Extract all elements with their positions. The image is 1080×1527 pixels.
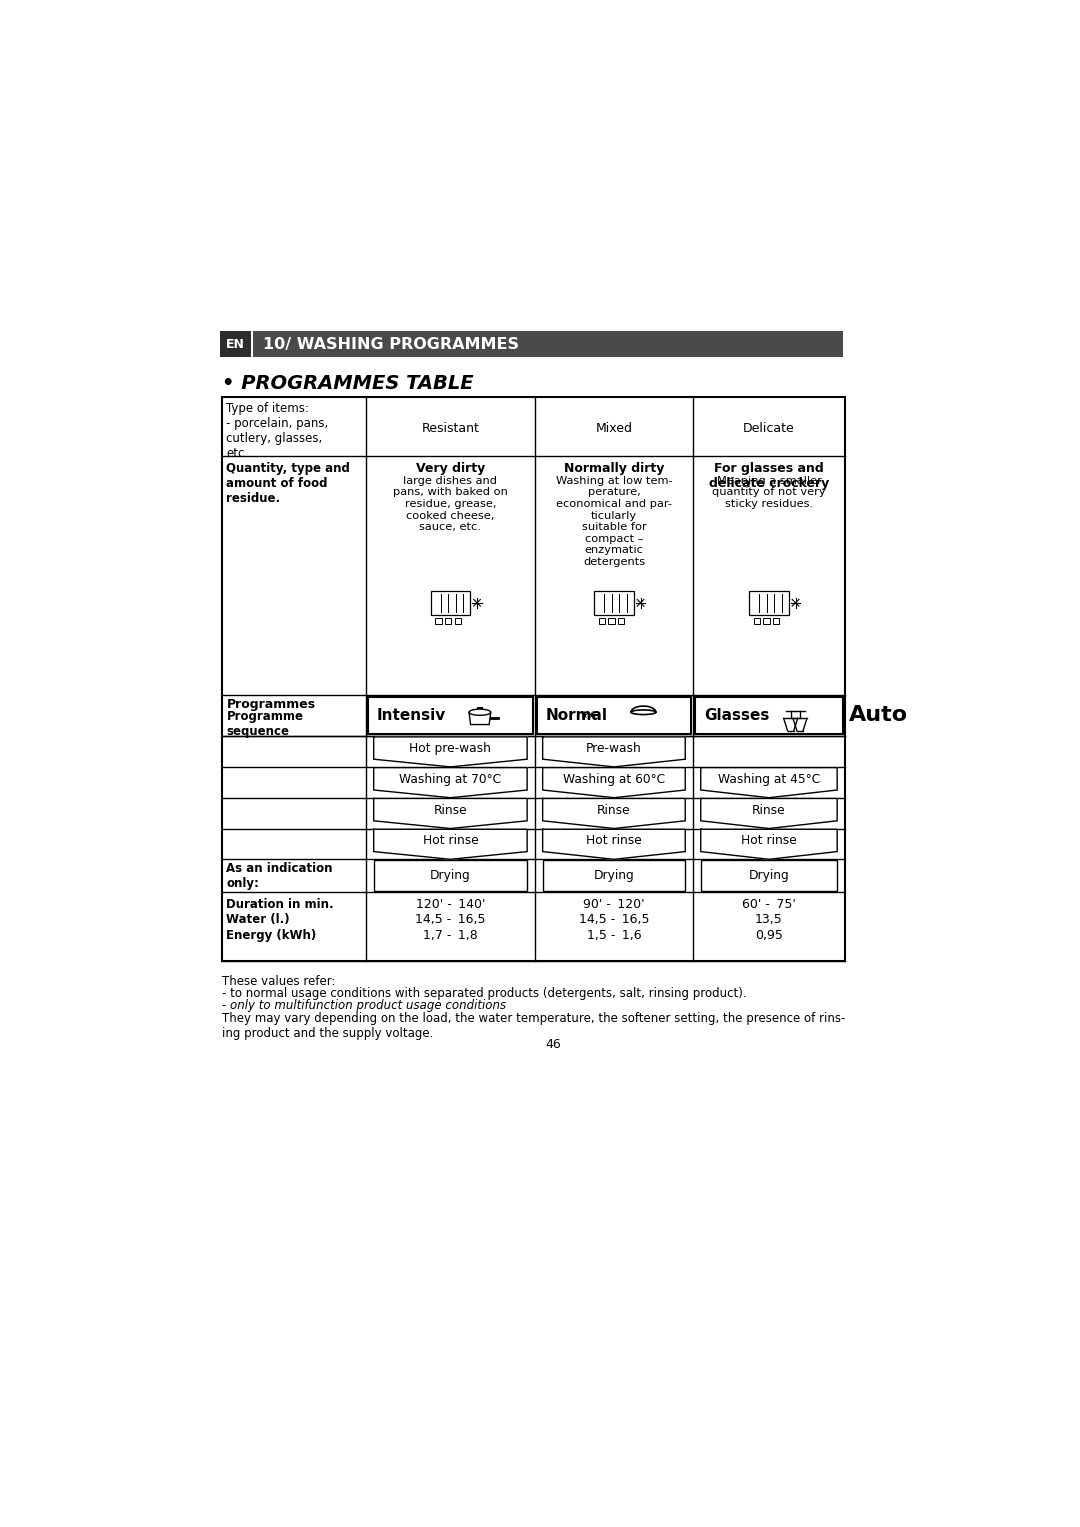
Polygon shape <box>542 829 685 860</box>
Bar <box>599 618 605 625</box>
Text: Rinse: Rinse <box>597 803 631 817</box>
Bar <box>608 618 615 625</box>
Text: Quantity, type and
amount of food
residue.: Quantity, type and amount of food residu… <box>227 463 350 505</box>
Text: Water (l.): Water (l.) <box>227 913 291 927</box>
Polygon shape <box>701 768 837 797</box>
Text: Rinse: Rinse <box>433 803 468 817</box>
Text: Programme
sequence: Programme sequence <box>227 710 303 738</box>
Bar <box>773 618 779 625</box>
Bar <box>221 397 845 960</box>
Text: large dishes and
pans, with baked on
residue, grease,
cooked cheese,
sauce, etc.: large dishes and pans, with baked on res… <box>393 476 508 533</box>
Text: Washing at 70°C: Washing at 70°C <box>400 773 501 786</box>
Text: 1,5 -  1,6: 1,5 - 1,6 <box>586 928 642 942</box>
Text: Rinse: Rinse <box>752 803 786 817</box>
Text: Intensiv: Intensiv <box>377 709 446 722</box>
Text: 0,95: 0,95 <box>755 928 783 942</box>
Text: Delicate: Delicate <box>743 421 795 435</box>
Bar <box>368 696 532 734</box>
Polygon shape <box>542 799 685 829</box>
Text: Meaning a smaller
quantity of not very
sticky residues.: Meaning a smaller quantity of not very s… <box>712 476 826 508</box>
Text: Hot rinse: Hot rinse <box>586 834 642 847</box>
Bar <box>455 618 461 625</box>
Polygon shape <box>374 738 527 767</box>
Text: As an indication
only:: As an indication only: <box>227 863 333 890</box>
Text: Normal: Normal <box>545 709 608 722</box>
Polygon shape <box>701 799 837 829</box>
Polygon shape <box>701 829 837 860</box>
Text: Washing at 60°C: Washing at 60°C <box>563 773 665 786</box>
Text: Energy (kWh): Energy (kWh) <box>227 928 316 942</box>
Text: Drying: Drying <box>594 869 634 883</box>
Polygon shape <box>542 738 685 767</box>
Text: Auto: Auto <box>849 705 908 725</box>
Text: Pre-wash: Pre-wash <box>586 742 642 754</box>
Bar <box>220 331 252 357</box>
Bar <box>253 331 843 357</box>
Text: Hot rinse: Hot rinse <box>741 834 797 847</box>
Text: 120' -  140': 120' - 140' <box>416 898 485 910</box>
Polygon shape <box>542 768 685 797</box>
Ellipse shape <box>469 709 490 715</box>
Text: 90' -  120': 90' - 120' <box>583 898 645 910</box>
Polygon shape <box>374 768 527 797</box>
Bar <box>764 618 770 625</box>
Text: 10/ WASHING PROGRAMMES: 10/ WASHING PROGRAMMES <box>262 336 518 351</box>
Text: These values refer:: These values refer: <box>221 974 335 988</box>
Text: Programmes: Programmes <box>227 698 315 710</box>
Bar <box>374 860 527 890</box>
Bar <box>594 591 634 615</box>
Text: 46: 46 <box>545 1038 562 1051</box>
Text: - to normal usage conditions with separated products (detergents, salt, rinsing : - to normal usage conditions with separa… <box>221 986 746 1000</box>
Text: Drying: Drying <box>430 869 471 883</box>
Text: ★★: ★★ <box>579 710 597 721</box>
Text: Washing at 45°C: Washing at 45°C <box>718 773 820 786</box>
Text: Hot pre-wash: Hot pre-wash <box>409 742 491 754</box>
Polygon shape <box>469 712 490 724</box>
Polygon shape <box>374 799 527 829</box>
Bar <box>754 618 760 625</box>
Text: 13,5: 13,5 <box>755 913 783 927</box>
Text: They may vary depending on the load, the water temperature, the softener setting: They may vary depending on the load, the… <box>221 1012 846 1040</box>
Text: 14,5 -  16,5: 14,5 - 16,5 <box>415 913 486 927</box>
Polygon shape <box>374 829 527 860</box>
Ellipse shape <box>631 710 656 715</box>
Text: Mixed: Mixed <box>595 421 633 435</box>
Text: 1,7 -  1,8: 1,7 - 1,8 <box>423 928 477 942</box>
Bar <box>435 618 442 625</box>
Text: Washing at low tem-
perature,
economical and par-
ticularly
suitable for
compact: Washing at low tem- perature, economical… <box>555 476 672 567</box>
Bar <box>542 860 685 890</box>
Text: Resistant: Resistant <box>421 421 480 435</box>
Text: • PROGRAMMES TABLE: • PROGRAMMES TABLE <box>221 374 473 392</box>
Text: Hot rinse: Hot rinse <box>422 834 478 847</box>
Text: Glasses: Glasses <box>704 709 769 722</box>
Text: 60' -  75': 60' - 75' <box>742 898 796 910</box>
Bar <box>431 591 470 615</box>
Bar <box>701 860 837 890</box>
Bar <box>445 618 451 625</box>
Text: For glasses and
delicate crockery: For glasses and delicate crockery <box>708 463 829 490</box>
Bar <box>537 696 691 734</box>
Text: Duration in min.: Duration in min. <box>227 898 334 910</box>
Text: Type of items:
- porcelain, pans,
cutlery, glasses,
etc.: Type of items: - porcelain, pans, cutler… <box>227 402 328 460</box>
Text: Normally dirty: Normally dirty <box>564 463 664 475</box>
Bar <box>750 591 788 615</box>
Text: Very dirty: Very dirty <box>416 463 485 475</box>
Bar <box>618 618 624 625</box>
Text: - only to multifunction product usage conditions: - only to multifunction product usage co… <box>221 1000 505 1012</box>
Text: Drying: Drying <box>748 869 789 883</box>
Bar <box>696 696 842 734</box>
Text: 14,5 -  16,5: 14,5 - 16,5 <box>579 913 649 927</box>
Text: EN: EN <box>227 337 245 351</box>
